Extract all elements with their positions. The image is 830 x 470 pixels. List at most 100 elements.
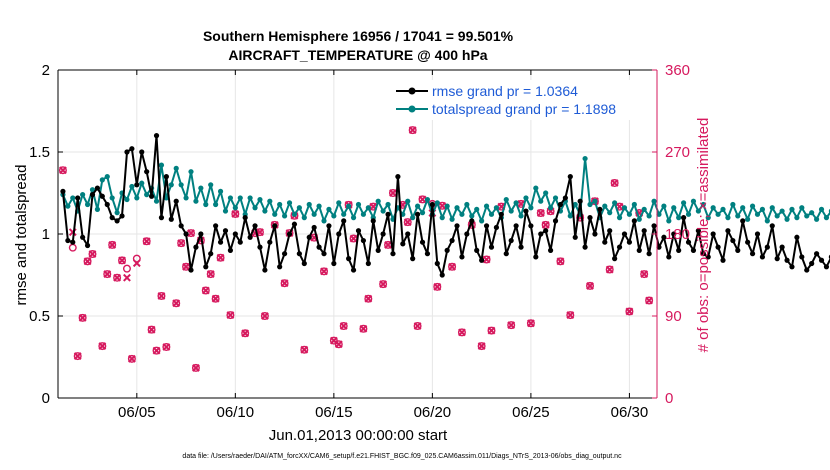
obs-possible-marker [241, 329, 250, 338]
obs-possible-marker [556, 257, 565, 266]
rmse-point [725, 228, 731, 234]
totalspread-point [567, 213, 573, 219]
totalspread-point [518, 213, 524, 219]
rmse-point [641, 228, 647, 234]
rmse-point [341, 218, 347, 224]
rmse-point [193, 244, 199, 250]
rmse-point [474, 247, 480, 253]
obs-assimilated-marker [226, 311, 235, 319]
obs-possible-marker [507, 321, 516, 330]
totalspread-point [715, 211, 721, 217]
totalspread-point [222, 208, 229, 214]
legend-marker-totalspread [408, 105, 416, 113]
totalspread-point [208, 182, 214, 188]
totalspread-point [296, 205, 302, 211]
totalspread-point [676, 215, 682, 221]
y-axis-label-right: # of obs: o=possible; ×=assimilated [695, 118, 712, 353]
obs-assimilated-marker [177, 239, 186, 248]
totalspread-point [621, 205, 628, 211]
rmse-point [547, 247, 554, 253]
obs-assimilated-marker [359, 324, 368, 333]
x-axis-label: Jun.01,2013 00:00:00 start [269, 427, 448, 444]
obs-possible-marker [206, 270, 215, 279]
totalspread-point [94, 206, 101, 212]
obs-assimilated-marker [241, 329, 250, 338]
legend-box [390, 80, 652, 120]
rmse-point [572, 234, 578, 240]
obs-assimilated-marker [389, 189, 397, 197]
totalspread-point [237, 195, 243, 201]
totalspread-point [587, 201, 593, 208]
rmse-point [503, 251, 509, 257]
rmse-point [454, 223, 460, 229]
obs-possible-marker [211, 294, 220, 303]
rmse-point [493, 224, 500, 231]
totalspread-point [666, 218, 672, 224]
rmse-point [395, 174, 401, 180]
x-tick-label: 06/20 [414, 404, 452, 421]
rmse-point [774, 256, 780, 262]
rmse-point [272, 223, 278, 229]
totalspread-point [469, 213, 475, 219]
rmse-point [754, 231, 761, 237]
rmse-point [331, 260, 337, 267]
totalspread-point [592, 198, 598, 204]
rmse-point [434, 260, 440, 267]
obs-possible-marker [226, 311, 235, 320]
rmse-point [163, 174, 169, 180]
totalspread-point [582, 155, 588, 162]
totalspread-point [814, 216, 820, 222]
rmse-point [567, 174, 573, 180]
obs-possible-marker [526, 319, 535, 328]
obs-possible-marker [403, 218, 412, 227]
obs-assimilated-marker [526, 319, 535, 328]
totalspread-point [385, 201, 391, 208]
rmse-point [134, 182, 140, 188]
totalspread-point [355, 201, 362, 208]
totalspread-point [89, 187, 96, 193]
rmse-point [543, 228, 549, 234]
obs-assimilated-marker [132, 259, 141, 268]
rmse-point [119, 213, 125, 219]
rmse-point [488, 244, 495, 250]
rmse-point [661, 234, 667, 240]
x-tick-label: 06/05 [118, 404, 156, 421]
rmse-point [636, 247, 642, 253]
rmse-point [730, 237, 736, 244]
totalspread-point [183, 195, 189, 201]
obs-possible-marker [103, 270, 112, 279]
totalspread-point [789, 206, 795, 212]
obs-possible-marker [625, 307, 634, 316]
obs-assimilated-marker [108, 241, 117, 249]
rmse-point [745, 239, 751, 245]
obs-assimilated-marker [448, 262, 456, 271]
totalspread-point [168, 182, 174, 188]
rmse-point [158, 215, 165, 221]
obs-possible-marker [379, 280, 388, 289]
rmse-point [281, 251, 288, 257]
totalspread-point [257, 196, 263, 203]
rmse-point [183, 231, 189, 237]
totalspread-point [80, 192, 86, 198]
rmse-point [823, 264, 830, 270]
totalspread-point [818, 206, 825, 212]
obs-assimilated-marker [260, 312, 269, 320]
obs-possible-marker [280, 279, 289, 288]
obs-possible-marker [610, 178, 619, 187]
obs-assimilated-marker [280, 279, 289, 288]
rmse-point [203, 264, 209, 270]
obs-possible-marker [118, 256, 127, 265]
y-left-tick-label: 0 [42, 390, 50, 407]
totalspread-point [267, 198, 273, 204]
rmse-point [818, 257, 825, 263]
x-tick-label: 06/10 [217, 404, 255, 421]
obs-assimilated-marker [157, 292, 166, 300]
obs-assimilated-marker [182, 262, 190, 271]
totalspread-point [725, 215, 731, 221]
rmse-point [301, 260, 307, 267]
rmse-point [75, 195, 81, 201]
obs-possible-marker [73, 352, 82, 361]
rmse-point [439, 272, 445, 278]
obs-possible-marker [108, 240, 117, 249]
totalspread-point [198, 185, 204, 191]
